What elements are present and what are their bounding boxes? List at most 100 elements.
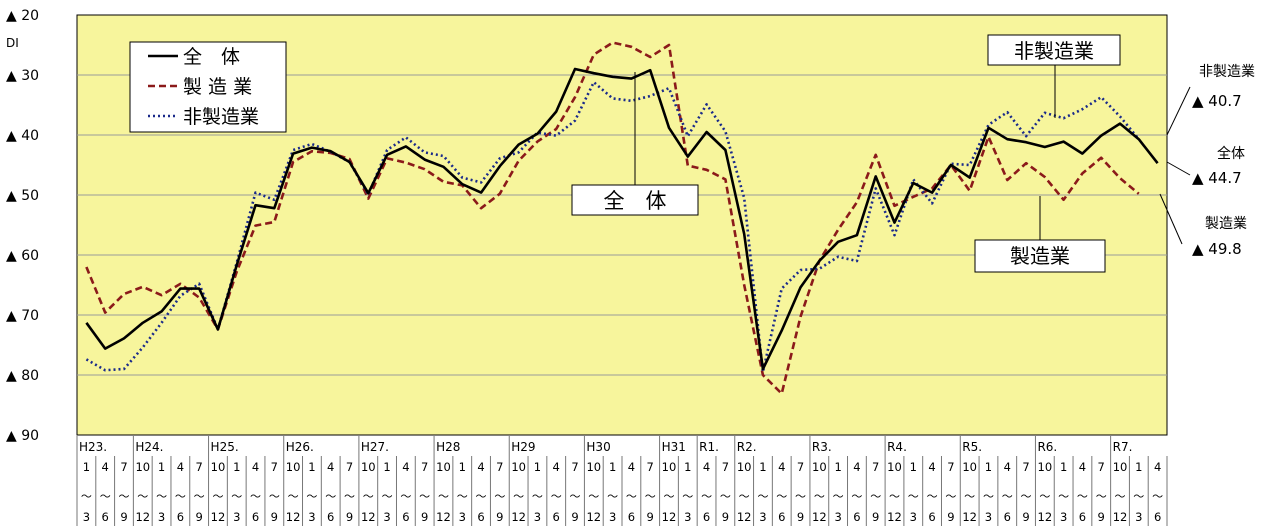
x-tick-label-start: 1 — [158, 460, 165, 474]
x-era-label: H24. — [135, 440, 163, 454]
x-tick-tilde: ～ — [325, 490, 336, 503]
x-tick-label-end: 6 — [928, 510, 935, 524]
annotation-total-box — [571, 184, 699, 216]
end-label-manufacturing-value: ▲ 49.8 — [1192, 240, 1242, 258]
x-tick-label-start: 1 — [759, 460, 766, 474]
x-tick-tilde: ～ — [645, 490, 656, 503]
x-tick-label-end: 12 — [962, 510, 977, 524]
x-tick-label-start: 7 — [271, 460, 278, 474]
x-tick-label-start: 4 — [628, 460, 635, 474]
end-label-total-leader — [1166, 161, 1191, 176]
x-era-label: H26. — [286, 440, 314, 454]
x-tick-tilde: ～ — [945, 490, 956, 503]
end-label-nonmanufacturing-leader — [1166, 86, 1191, 136]
x-tick-label-start: 10 — [1113, 460, 1128, 474]
x-tick-tilde: ～ — [476, 490, 487, 503]
x-tick-label-end: 12 — [887, 510, 902, 524]
x-tick-label-end: 12 — [1038, 510, 1053, 524]
x-tick-label-start: 10 — [737, 460, 752, 474]
annotation-manufacturing-box — [974, 239, 1106, 273]
x-tick-label-start: 7 — [195, 460, 202, 474]
x-tick-tilde: ～ — [833, 490, 844, 503]
end-label-nonmanufacturing-value: ▲ 40.7 — [1192, 92, 1242, 110]
x-tick-tilde: ～ — [137, 490, 148, 503]
x-tick-tilde: ～ — [457, 490, 468, 503]
x-tick-label-start: 1 — [985, 460, 992, 474]
y-axis-tick-labels: ▲ 20 ▲ 30 ▲ 40 ▲ 50 ▲ 60 ▲ 70 ▲ 80 ▲ 90 — [6, 8, 39, 444]
x-tick-label-end: 3 — [910, 510, 917, 524]
x-tick-label-end: 12 — [361, 510, 376, 524]
x-era-label: R4. — [887, 440, 907, 454]
x-tick-tilde: ～ — [870, 490, 881, 503]
annotation-nonmanufacturing: 非製造業 — [987, 34, 1121, 118]
x-tick-tilde: ～ — [701, 490, 712, 503]
x-tick-tilde: ～ — [795, 490, 806, 503]
x-tick-tilde: ～ — [382, 490, 393, 503]
x-tick-tilde: ～ — [344, 490, 355, 503]
x-tick-label-end: 12 — [662, 510, 677, 524]
x-tick-tilde: ～ — [81, 490, 92, 503]
x-tick-label-end: 12 — [812, 510, 827, 524]
x-tick-label-start: 4 — [252, 460, 259, 474]
x-tick-label-end: 3 — [609, 510, 616, 524]
x-tick-tilde: ～ — [588, 490, 599, 503]
x-tick-tilde: ～ — [927, 490, 938, 503]
x-tick-label-start: 4 — [778, 460, 785, 474]
x-tick-label-end: 12 — [211, 510, 226, 524]
x-tick-label-start: 1 — [383, 460, 390, 474]
x-era-label: H23. — [79, 440, 107, 454]
x-tick-label-end: 3 — [1135, 510, 1142, 524]
end-label-total-name: 全体 — [1217, 145, 1245, 162]
x-tick-tilde: ～ — [1096, 490, 1107, 503]
x-tick-label-start: 4 — [477, 460, 484, 474]
x-tick-label-start: 7 — [346, 460, 353, 474]
x-tick-tilde: ～ — [306, 490, 317, 503]
series-nonmanufacturing-line — [85, 80, 1140, 374]
annotation-total: 全 体 — [571, 72, 699, 216]
end-label-manufacturing-leader — [1159, 193, 1183, 245]
x-tick-tilde: ～ — [1002, 490, 1013, 503]
x-tick-label-end: 3 — [83, 510, 90, 524]
x-tick-label-end: 6 — [853, 510, 860, 524]
x-tick-tilde: ～ — [964, 490, 975, 503]
x-tick-label-end: 3 — [459, 510, 466, 524]
x-tick-label-start: 7 — [421, 460, 428, 474]
x-tick-tilde: ～ — [494, 490, 505, 503]
x-tick-label-start: 10 — [812, 460, 827, 474]
x-tick-label-end: 9 — [1098, 510, 1105, 524]
x-tick-tilde: ～ — [663, 490, 674, 503]
x-tick-label-start: 10 — [662, 460, 677, 474]
x-era-label: R7. — [1113, 440, 1133, 454]
x-era-label: H25. — [211, 440, 239, 454]
x-tick-tilde: ～ — [851, 490, 862, 503]
x-tick-label-end: 9 — [496, 510, 503, 524]
x-tick-label-start: 1 — [233, 460, 240, 474]
x-tick-label-start: 7 — [571, 460, 578, 474]
x-tick-label-end: 6 — [252, 510, 259, 524]
x-tick-tilde: ～ — [156, 490, 167, 503]
x-era-label: R6. — [1037, 440, 1057, 454]
x-tick-label-end: 3 — [834, 510, 841, 524]
x-era-label: H27. — [361, 440, 389, 454]
x-tick-label-end: 9 — [722, 510, 729, 524]
x-tick-label-end: 9 — [571, 510, 578, 524]
y-tick-label: ▲ 80 — [6, 368, 39, 384]
legend: 全 体 製 造 業 非製造業 — [129, 41, 287, 133]
x-tick-tilde: ～ — [776, 490, 787, 503]
x-tick-tilde: ～ — [1115, 490, 1126, 503]
x-tick-label-start: 4 — [553, 460, 560, 474]
end-label-nonmanufacturing-name: 非製造業 — [1199, 64, 1255, 80]
y-tick-label: ▲ 40 — [6, 128, 39, 144]
x-tick-label-end: 12 — [737, 510, 752, 524]
x-tick-label-start: 4 — [402, 460, 409, 474]
x-tick-label-end: 9 — [271, 510, 278, 524]
y-axis-unit-label: DI — [6, 36, 19, 50]
x-tick-tilde: ～ — [419, 490, 430, 503]
x-tick-label-start: 1 — [459, 460, 466, 474]
x-tick-tilde: ～ — [231, 490, 242, 503]
legend-label-nonmanufacturing: 非製造業 — [183, 106, 259, 128]
series-total-line — [85, 67, 1159, 371]
x-tick-tilde: ～ — [983, 490, 994, 503]
annotation-nonmanufacturing-box — [987, 34, 1121, 66]
x-tick-tilde: ～ — [212, 490, 223, 503]
